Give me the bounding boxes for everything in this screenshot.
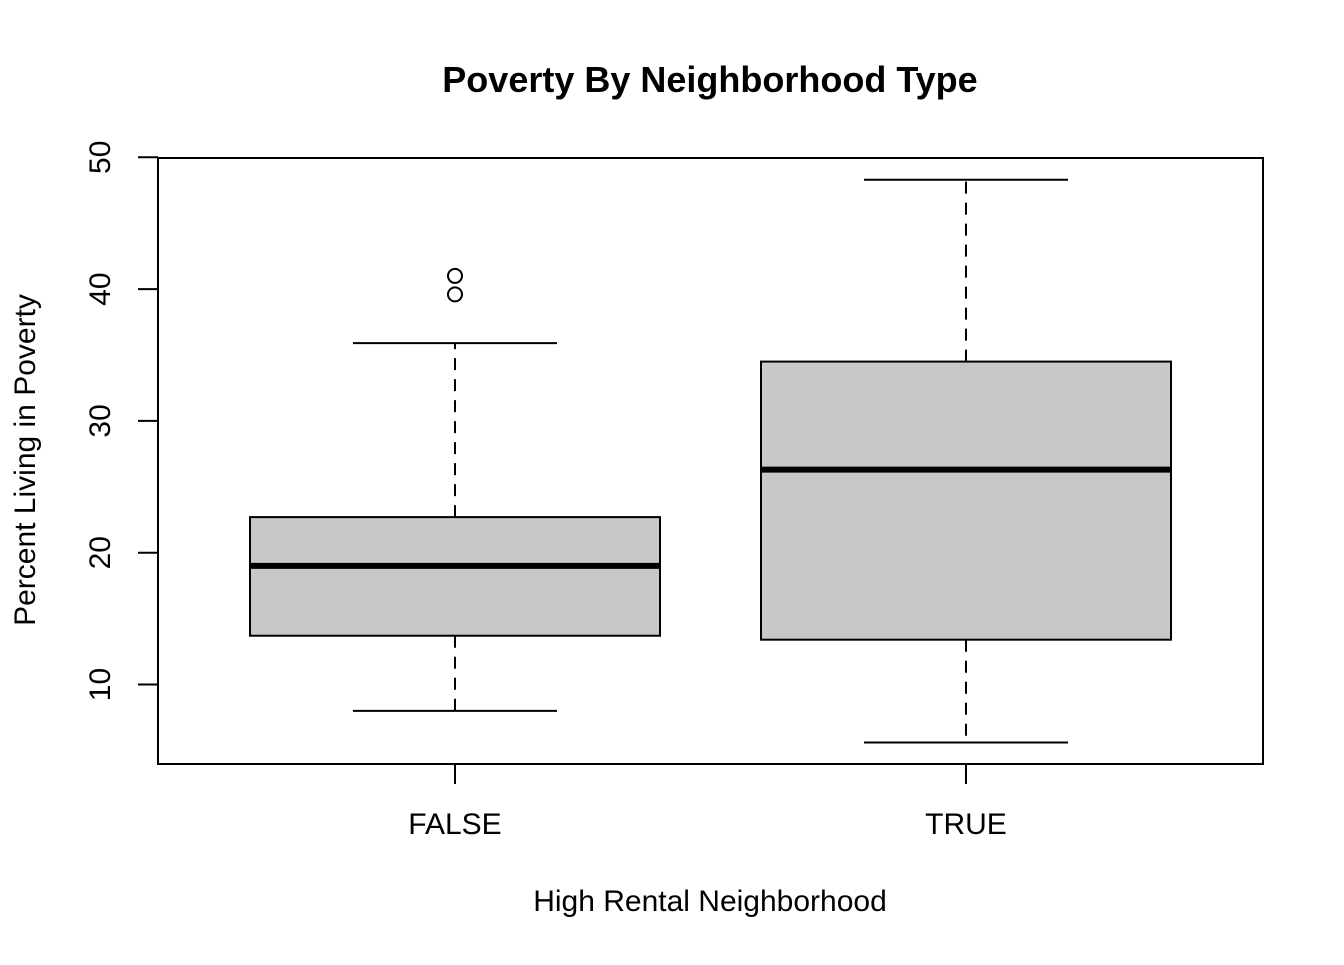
outlier-false-2: [447, 267, 463, 284]
x-tick-label-false: FALSE: [408, 808, 501, 841]
y-tick-label-20: 20: [84, 536, 117, 569]
y-tick-label-30: 30: [84, 404, 117, 437]
x-tick-label-true: TRUE: [925, 808, 1007, 841]
box-true: [760, 360, 1172, 641]
y-axis-label: Percent Living in Poverty: [9, 294, 42, 626]
y-axis: 10 20 30 40 50: [84, 141, 159, 701]
y-tick-label-40: 40: [84, 272, 117, 305]
outlier-false-1: [447, 286, 463, 303]
x-axis-label: High Rental Neighborhood: [533, 885, 887, 918]
box-group: [249, 178, 1172, 744]
box-false: [249, 516, 661, 637]
y-tick-label-10: 10: [84, 668, 117, 701]
y-tick-label-50: 50: [84, 141, 117, 174]
x-axis: FALSE TRUE: [408, 764, 1007, 841]
chart-title: Poverty By Neighborhood Type: [442, 59, 977, 100]
